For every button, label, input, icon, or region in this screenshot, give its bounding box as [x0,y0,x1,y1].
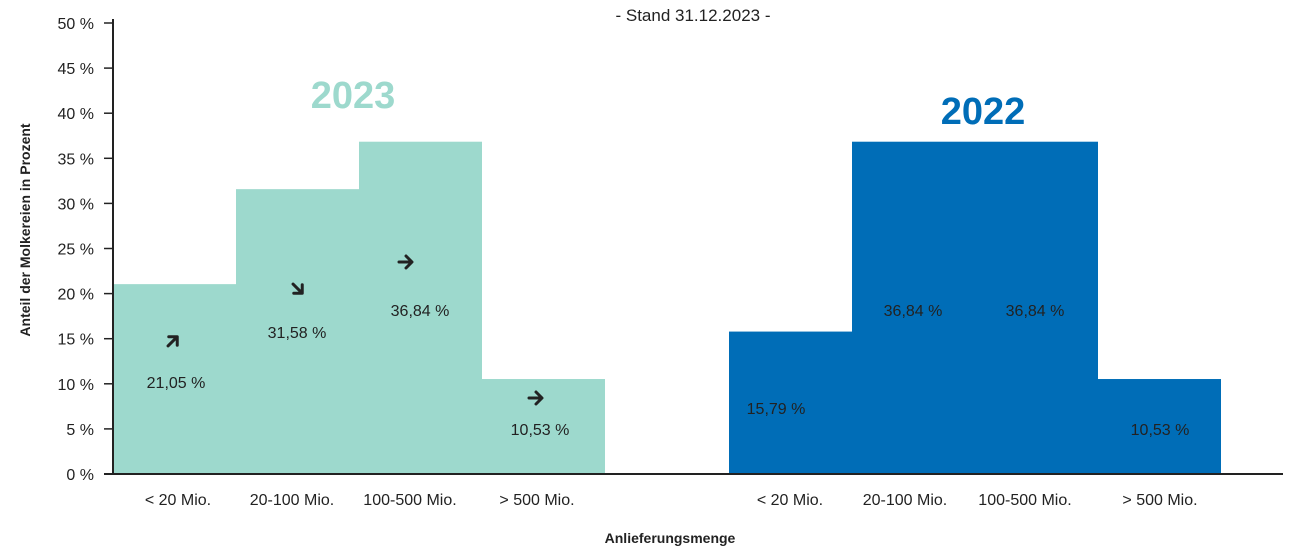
y-tick-label-25: 25 % [58,242,94,259]
y-tick-label-45: 45 % [58,61,94,78]
x-tick-label-2022-2: 20-100 Mio. [863,492,948,509]
y-tick-label-30: 30 % [58,196,94,213]
arrow-right-icon [527,390,544,406]
y-tick-label-0: 0 % [66,467,94,484]
y-tick-label-40: 40 % [58,106,94,123]
y-tick-label-15: 15 % [58,332,94,349]
data-label-2023-2: 31,58 % [268,325,327,342]
arrow-up-right-icon [166,335,179,348]
data-label-2023-4: 10,53 % [511,422,570,439]
x-tick-label-2023-4: > 500 Mio. [499,492,574,509]
y-tick-label-5: 5 % [66,422,94,439]
y-tick-label-10: 10 % [58,377,94,394]
data-label-2022-1: 15,79 % [747,401,806,418]
data-label-2022-2: 36,84 % [884,303,943,320]
data-label-2023-1: 21,05 % [147,375,206,392]
arrow-down-right-icon [291,282,304,295]
bar-2022-1 [729,331,852,474]
arrow-right-icon [397,254,414,270]
x-tick-label-2023-1: < 20 Mio. [145,492,211,509]
bar-2022-3 [975,141,1098,475]
x-tick-label-2022-3: 100-500 Mio. [978,492,1071,509]
bar-2022-4 [1098,379,1221,474]
data-label-2022-3: 36,84 % [1006,303,1065,320]
x-tick-label-2023-3: 100-500 Mio. [363,492,456,509]
chart-subtitle: - Stand 31.12.2023 - [615,6,771,25]
y-tick-label-50: 50 % [58,16,94,33]
y-tick-label-35: 35 % [58,151,94,168]
bar-2022-2 [852,141,975,475]
bar-2023-4 [482,379,605,474]
series-title-2023: 2023 [311,75,396,117]
bar-2023-3 [359,141,482,475]
x-tick-label-2022-4: > 500 Mio. [1122,492,1197,509]
data-label-2022-4: 10,53 % [1131,422,1190,439]
bar-2023-2 [236,189,359,474]
series-title-2022: 2022 [941,91,1026,133]
x-tick-label-2022-1: < 20 Mio. [757,492,823,509]
data-label-2023-3: 36,84 % [391,303,450,320]
bar-2023-1 [113,284,236,474]
x-axis-title: Anlieferungsmenge [604,530,736,546]
x-tick-label-2023-2: 20-100 Mio. [250,492,335,509]
y-tick-label-20: 20 % [58,287,94,304]
